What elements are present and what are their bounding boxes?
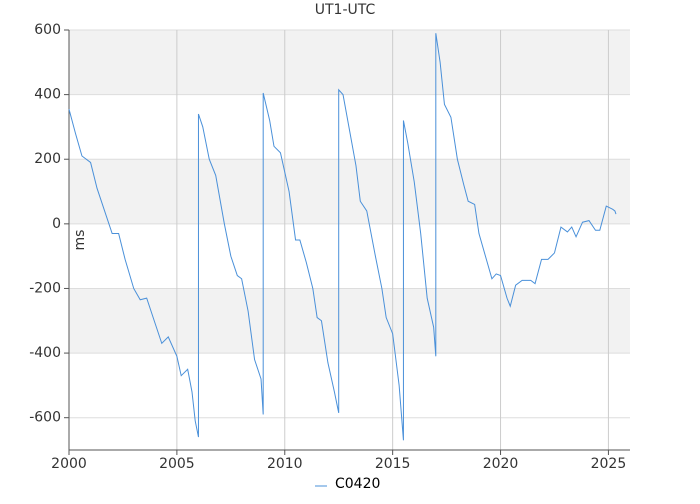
x-tick-label: 2010 bbox=[267, 456, 303, 472]
chart-title: UT1-UTC bbox=[315, 2, 376, 18]
y-tick-label: 200 bbox=[34, 151, 61, 167]
x-tick-label: 2020 bbox=[483, 456, 519, 472]
y-tick-label: -200 bbox=[29, 280, 61, 296]
legend-label: C0420 bbox=[335, 476, 380, 492]
grid-band bbox=[69, 288, 630, 354]
y-axis-label: ms bbox=[72, 230, 88, 251]
data-line bbox=[68, 33, 617, 441]
y-tick-label: 0 bbox=[52, 216, 61, 232]
grid-band bbox=[69, 30, 630, 95]
y-tick-label: -600 bbox=[29, 410, 61, 426]
x-tick-label: 2025 bbox=[591, 456, 627, 472]
y-tick-label: 400 bbox=[34, 87, 61, 103]
grid-band bbox=[69, 159, 630, 224]
x-tick-label: 2005 bbox=[159, 456, 195, 472]
x-tick-label: 2015 bbox=[375, 456, 411, 472]
y-tick-label: -400 bbox=[29, 345, 61, 361]
y-tick-label: 600 bbox=[34, 22, 61, 38]
x-tick-label: 2000 bbox=[51, 456, 87, 472]
